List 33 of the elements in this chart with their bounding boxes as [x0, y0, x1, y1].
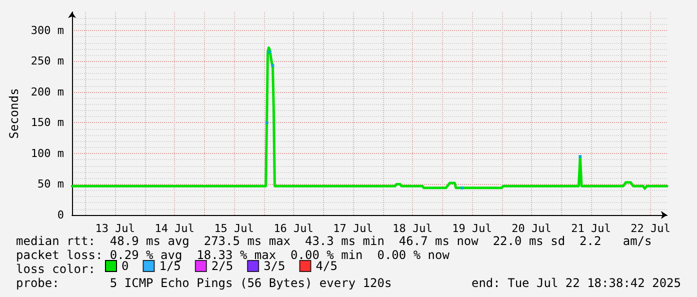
point	[460, 186, 464, 190]
legend-label: 4/5	[316, 259, 338, 273]
point	[578, 155, 582, 158]
legend-title: loss color:	[16, 262, 96, 276]
text: packet loss: 0.29 % avg 18.33 % max 0.00 % min 0.00 % now	[16, 248, 450, 262]
y-tick-label: 100 m	[30, 146, 64, 160]
point	[268, 50, 272, 54]
x-tick-label: 13 Jul	[95, 222, 135, 235]
y-axis-title: Seconds	[7, 88, 21, 139]
legend-label: 3/5	[264, 259, 286, 273]
x-tick-label: 22 Jul	[630, 222, 670, 235]
x-tick-label: 20 Jul	[512, 222, 552, 235]
x-tick-label: 15 Jul	[214, 222, 254, 235]
y-tick-label: 300 m	[30, 24, 64, 37]
point	[271, 64, 274, 68]
x-tick-label: 19 Jul	[452, 222, 492, 235]
text: probe: 5 ICMP Echo Pings (56 Bytes) every 120s	[16, 276, 392, 290]
y-tick-label: 250 m	[30, 54, 64, 68]
legend-label: 2/5	[211, 259, 234, 273]
x-tick-label: 21 Jul	[571, 222, 611, 235]
text: median rtt: 48.9 ms avg 273.5 ms max 43.3 ms min 46.7 ms now 22.0 ms sd 2.2 am/s	[16, 234, 652, 248]
y-tick-label: 0	[57, 208, 64, 222]
x-tick-label: 16 Jul	[274, 222, 314, 235]
point	[265, 121, 268, 124]
x-tick-label: 17 Jul	[333, 222, 373, 235]
legend-label: 0	[122, 259, 129, 273]
text: end: Tue Jul 22 18:38:42 2025	[471, 276, 681, 290]
x-tick-label: 14 Jul	[154, 222, 194, 235]
y-tick-label: 50 m	[38, 178, 64, 191]
y-tick-label: 150 m	[30, 116, 64, 130]
y-tick-label: 200 m	[30, 85, 64, 98]
line-series	[70, 46, 668, 190]
x-tick-label: 18 Jul	[392, 222, 432, 235]
